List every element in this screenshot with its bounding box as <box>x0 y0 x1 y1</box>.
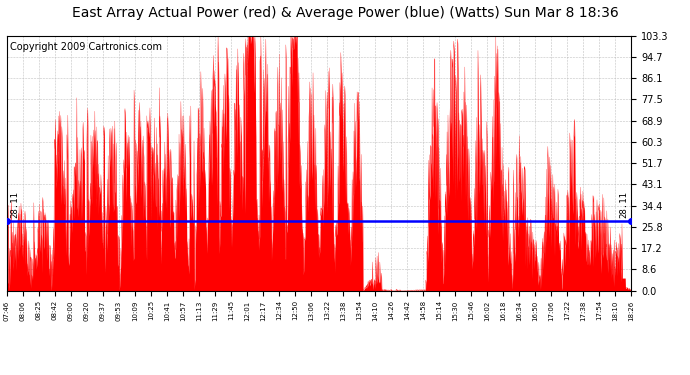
Text: Copyright 2009 Cartronics.com: Copyright 2009 Cartronics.com <box>10 42 162 52</box>
Text: 28.11: 28.11 <box>619 190 628 217</box>
Text: East Array Actual Power (red) & Average Power (blue) (Watts) Sun Mar 8 18:36: East Array Actual Power (red) & Average … <box>72 6 618 20</box>
Text: 28.11: 28.11 <box>10 190 19 217</box>
